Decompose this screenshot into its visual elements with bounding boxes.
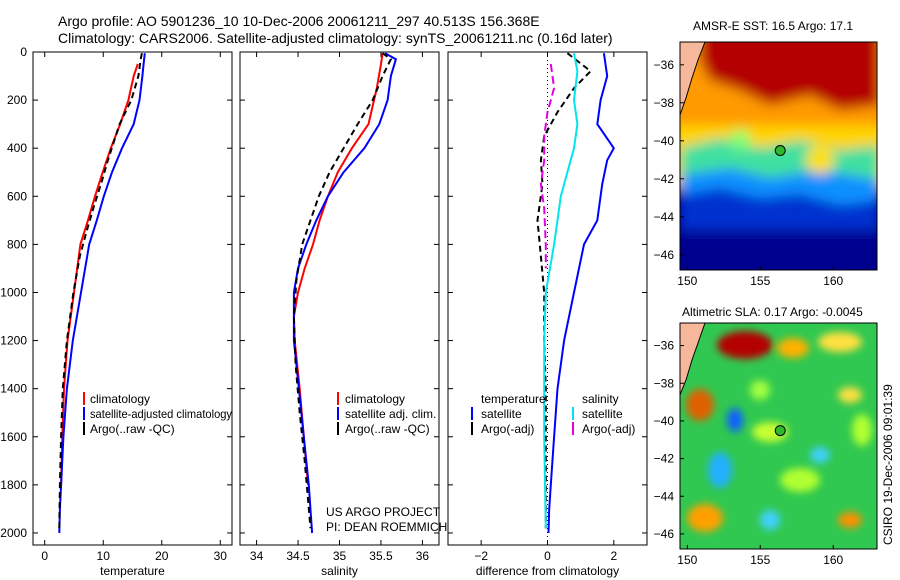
sst-map-title: AMSR-E SST: 16.5 Argo: 17.1 bbox=[693, 19, 853, 33]
series-line-salinity-satellite bbox=[543, 53, 579, 529]
y-tick-label: 1600 bbox=[0, 430, 27, 444]
legend-label-satellite: satellite-adjusted climatology bbox=[90, 407, 232, 421]
sla-map-frame bbox=[679, 322, 878, 550]
legend-label-climatology: climatology bbox=[90, 392, 150, 406]
x-tick-label: 10 bbox=[97, 549, 111, 563]
y-tick-label: 1200 bbox=[0, 334, 27, 348]
x-tick-label: 34.5 bbox=[286, 549, 310, 563]
legend-label-argo: Argo(..raw -QC) bbox=[345, 422, 430, 436]
x-tick-label: 36 bbox=[416, 549, 430, 563]
x-tick-label: −2 bbox=[474, 549, 488, 563]
series-line-argo-raw-qc- bbox=[58, 53, 143, 529]
sst-map-frame bbox=[679, 41, 878, 271]
map-y-tick-label: −36 bbox=[654, 339, 675, 353]
legend-label-temp-argo: Argo(-adj) bbox=[481, 422, 534, 436]
map-y-tick-label: −46 bbox=[654, 248, 675, 262]
x-tick-label: 34 bbox=[250, 549, 264, 563]
legend-label-sal-satellite: satellite bbox=[582, 407, 623, 421]
map-y-tick-label: −40 bbox=[654, 414, 675, 428]
y-tick-label: 800 bbox=[7, 237, 27, 251]
y-tick-label: 1000 bbox=[0, 285, 27, 299]
x-tick-label: 0 bbox=[41, 549, 48, 563]
map-y-tick-label: −46 bbox=[654, 527, 675, 541]
credit-project: US ARGO PROJECT bbox=[326, 505, 441, 519]
y-tick-label: 600 bbox=[7, 189, 27, 203]
sla-map-title: Altimetric SLA: 0.17 Argo: -0.0045 bbox=[682, 305, 863, 319]
series-line-temperature-argo-adj- bbox=[536, 52, 593, 529]
header-line-2: Climatology: CARS2006. Satellite-adjuste… bbox=[58, 30, 613, 46]
sst-map-axes: 150 155 160 −36 −38 −40 −42 −44 −46 bbox=[654, 58, 844, 288]
x-axis-label: difference from climatology bbox=[476, 564, 619, 578]
x-tick-label: 2 bbox=[610, 549, 617, 563]
argo-float-marker bbox=[774, 425, 786, 437]
series-line-satellite-adjusted-climatology bbox=[58, 53, 146, 534]
map-y-tick-label: −44 bbox=[654, 210, 675, 224]
y-tick-label: 1400 bbox=[0, 382, 27, 396]
map-y-tick-label: −44 bbox=[654, 489, 675, 503]
x-axis-label: temperature bbox=[100, 564, 165, 578]
y-tick-label: 400 bbox=[7, 141, 27, 155]
salinity-panel-frame bbox=[239, 51, 440, 546]
difference-panel-frame bbox=[447, 51, 648, 546]
map-y-tick-label: −40 bbox=[654, 134, 675, 148]
header-line-1: Argo profile: AO 5901236_10 10-Dec-2006 … bbox=[58, 13, 540, 29]
series-line-argo-raw-qc- bbox=[292, 52, 393, 529]
legend-title-temperature: temperature bbox=[481, 392, 546, 406]
legend-label-temp-satellite: satellite bbox=[481, 407, 522, 421]
salinity-chart: 34 34.5 35 35.5 36 salinity bbox=[240, 51, 439, 578]
legend-label-sal-argo: Argo(-adj) bbox=[582, 422, 635, 436]
y-tick-label: 1800 bbox=[0, 478, 27, 492]
map-x-tick-label: 150 bbox=[677, 274, 697, 288]
map-x-tick-label: 155 bbox=[750, 274, 770, 288]
salinity-legend: climatology satellite adj. clim. Argo(..… bbox=[337, 392, 436, 436]
credit-pi: PI: DEAN ROEMMICH bbox=[326, 520, 447, 534]
y-tick-label: 0 bbox=[20, 45, 27, 59]
map-x-tick-label: 150 bbox=[677, 553, 697, 567]
map-x-tick-label: 160 bbox=[823, 553, 843, 567]
map-y-tick-label: −38 bbox=[654, 376, 675, 390]
series-line-temperature-satellite bbox=[547, 53, 615, 534]
map-x-tick-label: 155 bbox=[750, 553, 770, 567]
credit-stamp: CSIRO 19-Dec-2006 09:01:39 bbox=[881, 384, 895, 545]
y-tick-label: 2000 bbox=[0, 526, 27, 540]
map-y-tick-label: −42 bbox=[654, 172, 675, 186]
series-line-salinity-argo-adj- bbox=[539, 63, 556, 269]
x-tick-label: 20 bbox=[155, 549, 169, 563]
argo-float-marker bbox=[774, 145, 786, 157]
difference-legend: temperature satellite Argo(-adj) salinit… bbox=[471, 392, 635, 436]
legend-label-argo: Argo(..raw -QC) bbox=[90, 422, 175, 436]
sla-map-axes: 150 155 160 −36 −38 −40 −42 −44 −46 bbox=[654, 339, 844, 567]
map-y-tick-label: −38 bbox=[654, 96, 675, 110]
x-tick-label: 30 bbox=[214, 549, 228, 563]
series-line-satellite-adj-clim- bbox=[292, 52, 398, 534]
x-tick-label: 35.5 bbox=[369, 549, 393, 563]
x-tick-label: 35 bbox=[333, 549, 347, 563]
x-tick-label: 0 bbox=[544, 549, 551, 563]
temperature-chart: 0 10 20 30 temperature 0 200 400 600 800 1000 1200 1… bbox=[0, 45, 232, 578]
map-y-tick-label: −42 bbox=[654, 452, 675, 466]
sst-map: AMSR-E SST: 16.5 Argo: 17.1 150 155 160 −36… bbox=[654, 19, 878, 288]
series-line-climatology bbox=[60, 63, 139, 485]
map-y-tick-label: −36 bbox=[654, 58, 675, 72]
temperature-legend: climatology satellite-adjusted climatolo… bbox=[83, 392, 232, 436]
sla-map: Altimetric SLA: 0.17 Argo: -0.0045 bbox=[654, 305, 878, 567]
y-tick-label: 200 bbox=[7, 93, 27, 107]
map-x-tick-label: 160 bbox=[823, 274, 843, 288]
x-axis-label: salinity bbox=[321, 564, 358, 578]
legend-label-climatology: climatology bbox=[345, 392, 405, 406]
legend-title-salinity: salinity bbox=[582, 392, 619, 406]
temperature-panel-frame bbox=[32, 51, 233, 546]
legend-label-satellite: satellite adj. clim. bbox=[345, 407, 436, 421]
